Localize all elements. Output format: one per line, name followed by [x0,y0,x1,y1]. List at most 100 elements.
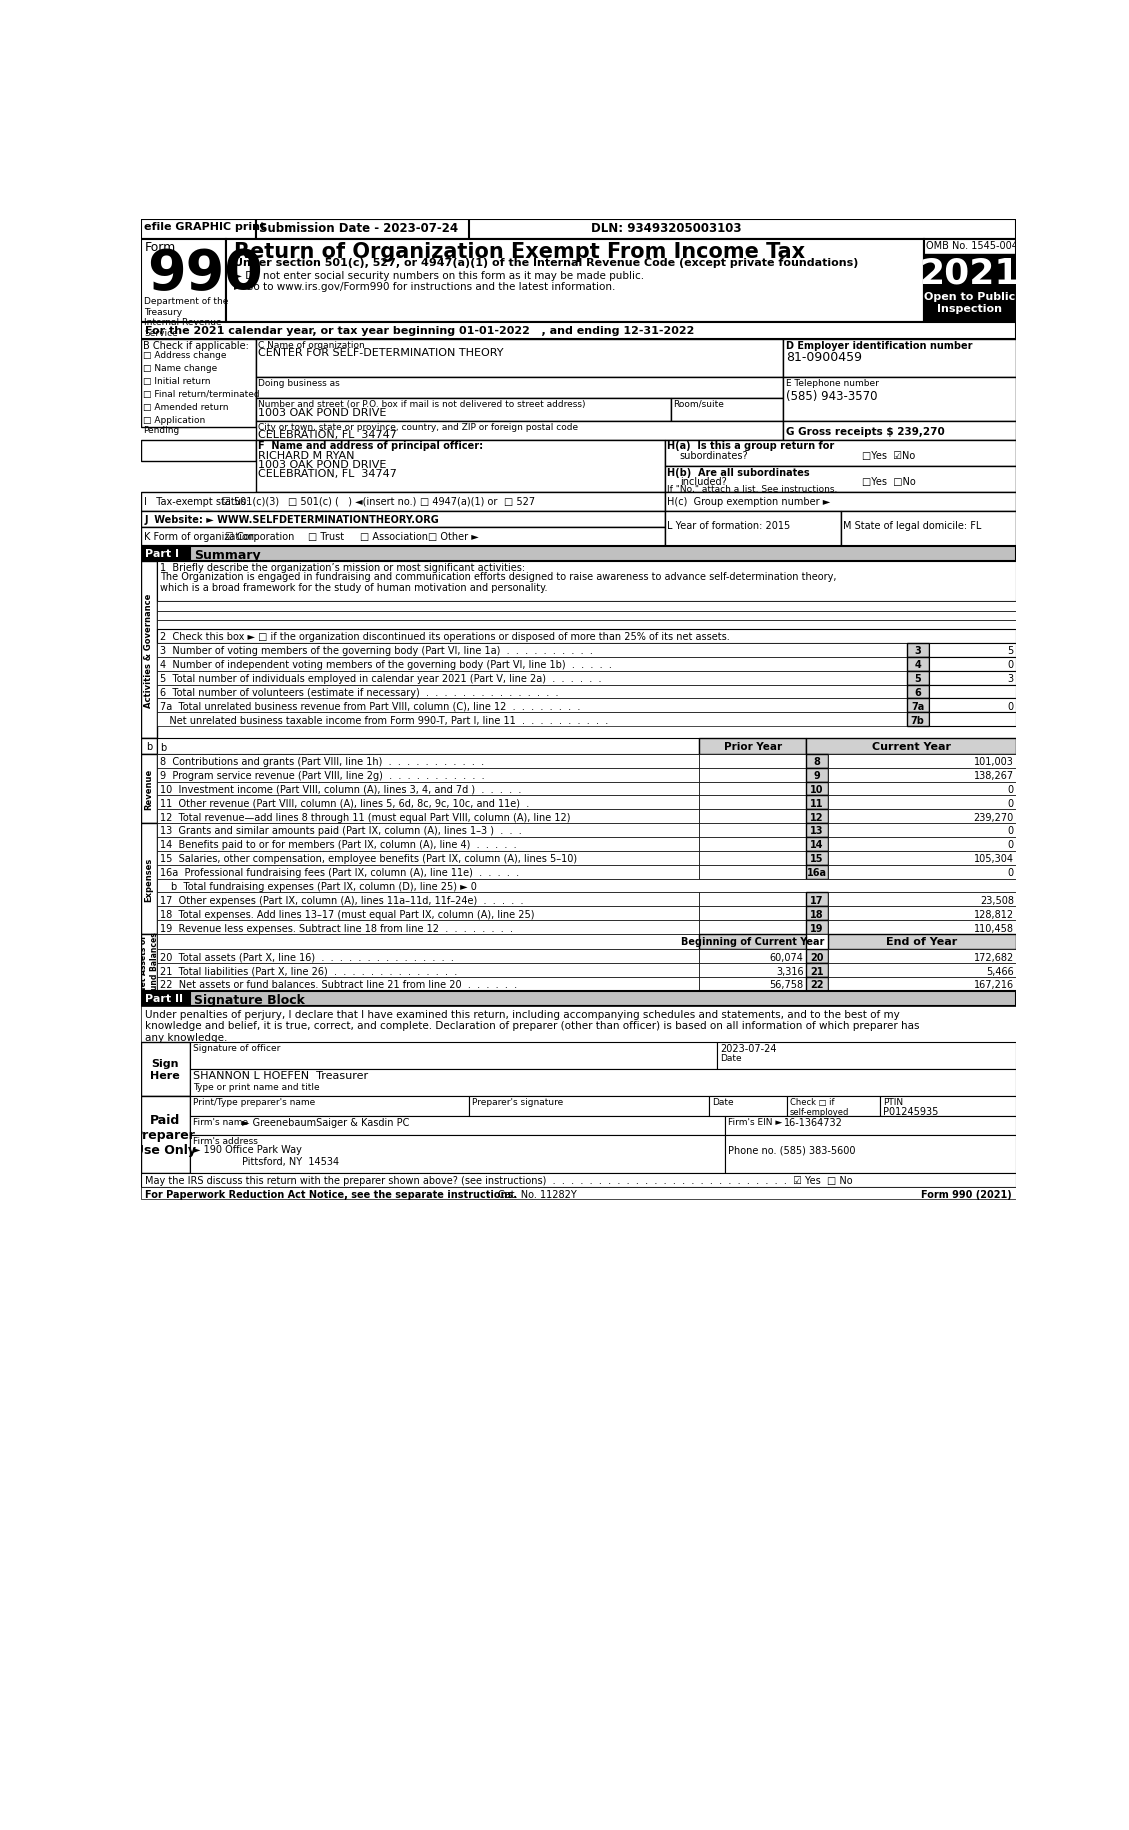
Text: 12: 12 [811,813,824,822]
Bar [157,935,828,950]
Bar [717,1043,1016,1069]
Text: ► GreenebaumSaiger & Kasdin PC: ► GreenebaumSaiger & Kasdin PC [242,1116,409,1127]
Text: b  Total fundraising expenses (Part IX, column (D), line 25) ► 0: b Total fundraising expenses (Part IX, c… [170,882,476,891]
Bar [157,950,699,964]
Text: 239,270: 239,270 [973,813,1014,822]
Bar [828,838,1016,851]
Bar [907,644,928,657]
Bar [907,699,928,714]
Bar [699,935,806,950]
Bar [141,340,256,428]
Bar [141,754,157,824]
Bar [190,1096,469,1116]
Text: 14: 14 [811,840,824,849]
Text: 23,508: 23,508 [980,895,1014,906]
Text: Net unrelated business taxable income from Form 990-T, Part I, line 11  .  .  . : Net unrelated business taxable income fr… [159,716,609,725]
Text: 3  Number of voting members of the governing body (Part VI, line 1a)  .  .  .  .: 3 Number of voting members of the govern… [159,646,593,655]
Text: 15  Salaries, other compensation, employee benefits (Part IX, column (A), lines : 15 Salaries, other compensation, employe… [159,855,577,864]
Text: Preparer's signature: Preparer's signature [472,1096,563,1105]
Bar [828,893,1016,908]
Text: P01245935: P01245935 [883,1105,938,1116]
Bar [141,322,1016,340]
Text: ► Do not enter social security numbers on this form as it may be made public.: ► Do not enter social security numbers o… [234,271,645,280]
Bar [699,851,806,866]
Bar [725,1135,1016,1173]
Bar [828,935,1016,950]
Text: 10  Investment income (Part VIII, column (A), lines 3, 4, and 7d )  .  .  .  .  : 10 Investment income (Part VIII, column … [159,785,522,794]
Bar [782,340,1016,379]
Text: subordinates?: subordinates? [680,452,749,461]
Bar [699,866,806,878]
Text: efile GRAPHIC print: efile GRAPHIC print [145,221,265,232]
Text: ► Go to www.irs.gov/Form990 for instructions and the latest information.: ► Go to www.irs.gov/Form990 for instruct… [234,282,615,293]
Bar [157,714,907,727]
Text: 3: 3 [914,646,921,655]
Bar [907,714,928,727]
Text: OMB No. 1545-0047: OMB No. 1545-0047 [926,242,1024,251]
Text: 22  Net assets or fund balances. Subtract line 21 from line 20  .  .  .  .  .  .: 22 Net assets or fund balances. Subtract… [159,979,517,990]
Text: □ 501(c) (   ) ◄(insert no.): □ 501(c) ( ) ◄(insert no.) [288,496,417,507]
Text: Part II: Part II [145,994,183,1003]
Text: Paid
Preparer
Use Only: Paid Preparer Use Only [134,1113,196,1157]
Text: 56,758: 56,758 [770,979,804,990]
Text: Summary: Summary [194,549,261,562]
Text: Revenue: Revenue [145,769,154,809]
Bar [157,866,699,878]
Text: 2021: 2021 [919,256,1019,291]
Bar [157,920,699,935]
Bar [157,964,699,977]
Text: 7a  Total unrelated business revenue from Part VIII, column (C), line 12  .  .  : 7a Total unrelated business revenue from… [159,701,580,712]
Bar [879,1096,1016,1116]
Bar [157,684,907,699]
Bar [828,920,1016,935]
Text: 11: 11 [811,798,824,809]
Text: G Gross receipts $ 239,270: G Gross receipts $ 239,270 [786,426,945,437]
Bar [190,1043,717,1069]
Bar [828,908,1016,920]
Bar [190,1135,725,1173]
Bar [141,529,665,547]
Text: Number and street (or P.O. box if mail is not delivered to street address): Number and street (or P.O. box if mail i… [259,399,586,408]
Text: 17  Other expenses (Part IX, column (A), lines 11a–11d, 11f–24e)  .  .  .  .  .: 17 Other expenses (Part IX, column (A), … [159,895,523,906]
Bar [699,964,806,977]
Bar [806,781,828,796]
Text: 19: 19 [811,922,824,933]
Text: Pittsford, NY  14534: Pittsford, NY 14534 [242,1157,339,1166]
Text: Date: Date [720,1054,742,1063]
Bar [699,754,806,769]
Text: Part I: Part I [145,549,180,558]
Bar [157,672,907,684]
Text: 0: 0 [1008,825,1014,836]
Text: 110,458: 110,458 [974,922,1014,933]
Text: ► 190 Office Park Way: ► 190 Office Park Way [193,1144,301,1155]
Bar [157,611,1016,620]
Text: 20  Total assets (Part X, line 16)  .  .  .  .  .  .  .  .  .  .  .  .  .  .  .: 20 Total assets (Part X, line 16) . . . … [159,952,454,963]
Bar [806,950,828,964]
Bar [806,769,828,781]
Text: Submission Date - 2023-07-24: Submission Date - 2023-07-24 [259,221,458,234]
Text: □ Address change: □ Address change [143,350,227,359]
Bar [782,379,1016,423]
Bar [709,1096,787,1116]
Text: 9  Program service revenue (Part VIII, line 2g)  .  .  .  .  .  .  .  .  .  .  .: 9 Program service revenue (Part VIII, li… [159,770,484,781]
Bar [699,781,806,796]
Text: 16-1364732: 16-1364732 [785,1116,843,1127]
Text: Prior Year: Prior Year [724,741,781,752]
Text: 16a: 16a [807,867,826,878]
Bar [157,769,699,781]
Text: Beginning of Current Year: Beginning of Current Year [681,937,824,946]
Text: 0: 0 [1008,661,1014,670]
Text: Form: Form [145,242,176,254]
Text: J  Website: ► WWW.SELFDETERMINATIONTHEORY.ORG: J Website: ► WWW.SELFDETERMINATIONTHEORY… [145,514,439,525]
Bar [141,441,256,461]
Bar [907,672,928,684]
Bar [141,492,665,511]
Text: 6  Total number of volunteers (estimate if necessary)  .  .  .  .  .  .  .  .  .: 6 Total number of volunteers (estimate i… [159,688,558,697]
Bar [256,423,782,441]
Bar [157,754,699,769]
Bar [806,739,1016,754]
Bar [828,796,1016,811]
Bar [227,240,924,322]
Bar [699,950,806,964]
Bar [806,866,828,878]
